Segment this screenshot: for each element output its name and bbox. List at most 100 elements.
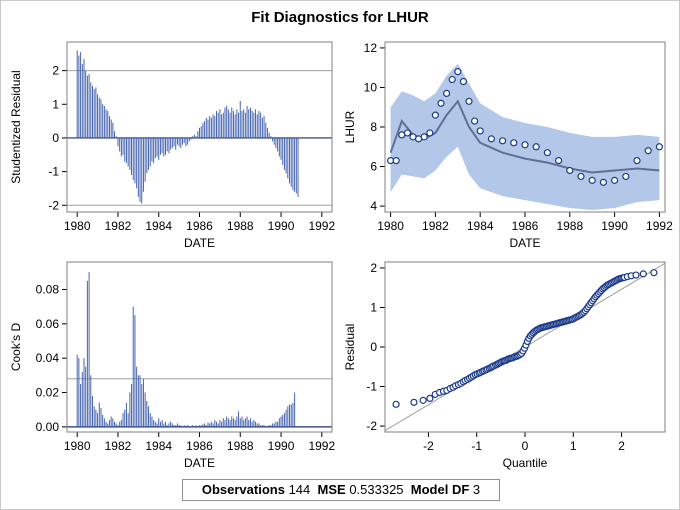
x-tick-label: 1984 [145,219,172,233]
data-point [426,129,434,137]
x-tick-label: 1990 [601,219,628,233]
y-tick-label: -2 [366,419,377,433]
data-point [588,176,596,184]
y-tick-label: 0.04 [36,351,60,365]
y-tick-label: 6 [370,160,377,174]
data-point [644,147,652,155]
data-point [454,68,462,76]
data-point [442,89,451,97]
x-tick-label: 1984 [467,219,494,233]
y-tick-label: 0.06 [36,317,60,331]
y-tick-label: 2 [370,261,377,275]
y-tick-label: 0.00 [36,420,60,434]
y-axis-label: Cook's D [9,323,23,372]
x-tick-label: 1992 [308,439,335,453]
plot-frame [384,261,666,433]
y-tick-label: -2 [48,198,59,212]
data-point [392,400,400,408]
data-point [633,157,641,165]
data-point [426,394,434,402]
x-tick-label: 1982 [105,219,132,233]
qq-plot: -2 -1 0 1 2 -2 -1 0 1 2 Quantile Residual [343,261,666,470]
data-point [599,178,607,186]
x-tick-label: 1 [570,439,577,453]
data-point [566,166,574,175]
data-point [622,172,630,181]
data-point [476,127,484,135]
x-tick-label: 1988 [227,439,254,453]
y-axis-label: Studentized Residual [9,70,23,183]
x-tick-label: 0 [522,439,529,453]
data-point [392,157,400,165]
data-point [487,135,495,143]
x-tick-label: 1980 [64,219,91,233]
x-tick-label: 1986 [186,219,213,233]
x-tick-label: 1988 [227,219,254,233]
confidence-band [390,63,660,211]
data-point [448,75,456,84]
x-tick-label: 1990 [268,219,295,233]
plot-frame [66,41,333,213]
data-point [555,157,563,165]
data-point [459,77,468,86]
data-point [632,271,640,279]
data-point [420,133,428,141]
df-label: Model DF [410,482,470,497]
x-tick-label: 1980 [377,219,404,233]
data-point [650,269,658,277]
x-tick-label: 1980 [64,439,91,453]
obs-label: Observations [201,482,285,497]
y-axis-label: Residual [343,324,357,371]
cooks-d-plot: 1980 1982 1984 1986 1988 1990 1992 0.00 0.02 0.04… [9,261,335,470]
x-axis-label: Quantile [503,456,548,470]
data-point [521,141,529,149]
y-tick-label: 0.02 [36,386,60,400]
data-point [532,143,540,151]
x-tick-label: 1984 [145,439,172,453]
y-tick-label: 1 [370,300,377,314]
y-tick-label: 12 [364,41,378,55]
data-point [577,172,585,181]
y-tick-label: 10 [364,80,378,94]
df-value: 3 [472,482,481,497]
data-point [419,396,427,404]
data-point [410,398,418,406]
y-tick-label: 0.08 [36,282,60,296]
data-point [611,176,619,184]
x-tick-label: 1992 [308,219,335,233]
x-tick-label: 1992 [646,219,673,233]
x-axis-label: DATE [184,236,215,250]
residual-plot: 1980 1982 1984 1986 1988 1990 1992 -2 -1 0 1 2 DATE S… [9,41,335,250]
x-tick-label: 1990 [268,439,295,453]
data-point [655,143,663,151]
fit-plot: 1980 1982 1984 1986 1988 1990 1992 4 6 8 10 12 DATE L… [343,41,673,250]
y-tick-label: 0 [52,131,59,145]
fit-statistics-footer: Observations 144 MSE 0.533325 Model DF 3 [182,479,500,501]
x-tick-label: 1986 [186,439,213,453]
data-point [499,137,507,145]
y-tick-label: 4 [370,199,377,213]
obs-value: 144 [288,482,311,497]
data-point [431,111,440,119]
figure-title: Fit Diagnostics for LHUR [251,9,429,26]
y-tick-label: 8 [370,120,377,134]
data-point [437,99,445,107]
data-point [543,149,551,157]
x-tick-label: -2 [423,439,434,453]
x-axis-label: DATE [509,236,540,250]
y-tick-label: 2 [52,64,59,78]
plot-frame [384,41,666,213]
x-tick-label: 1982 [422,219,449,233]
x-tick-label: -1 [471,439,482,453]
data-point [403,129,412,137]
data-point [471,117,479,125]
data-point [510,139,518,147]
mse-value: 0.533325 [349,482,404,497]
x-tick-label: 1982 [105,439,132,453]
mse-label: MSE [317,482,346,497]
y-tick-label: -1 [48,165,59,179]
y-tick-label: 0 [370,340,377,354]
data-point [465,97,473,105]
x-axis-label: DATE [184,456,215,470]
y-tick-label: -1 [366,380,377,394]
